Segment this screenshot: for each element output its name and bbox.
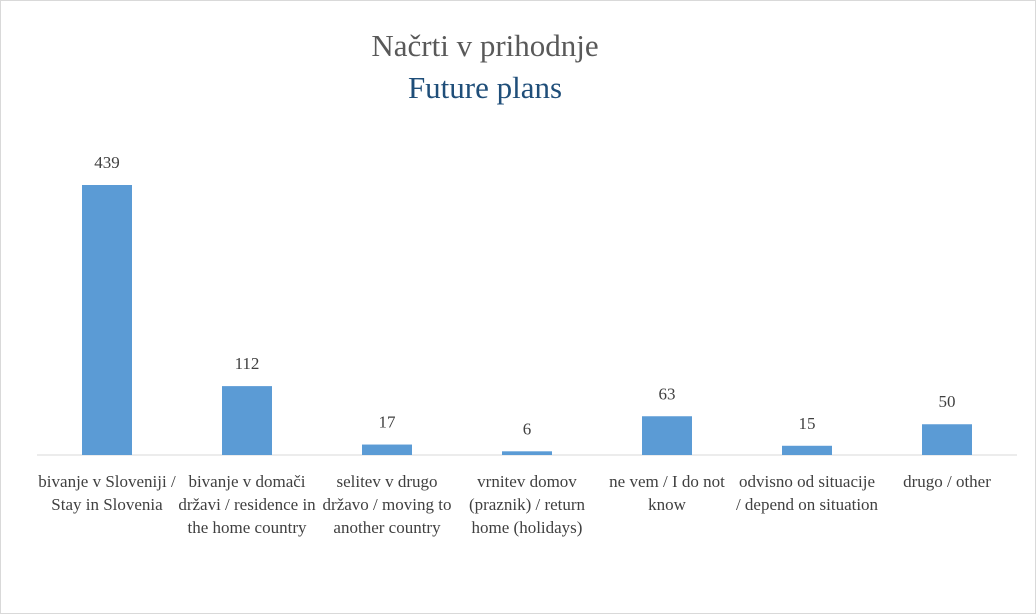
bar — [922, 424, 972, 455]
bar — [82, 185, 132, 455]
x-tick-label: bivanje v domači državi / residence in t… — [178, 472, 316, 537]
x-tick-label-box: drugo / other — [903, 472, 991, 491]
x-tick-label: drugo / other — [903, 472, 991, 491]
x-tick-label-box: bivanje v domači državi / residence in t… — [178, 472, 316, 537]
chart-subtitle: Future plans — [408, 70, 562, 105]
x-tick-label-box: bivanje v Sloveniji / Stay in Slovenia — [38, 472, 176, 514]
data-label: 6 — [523, 419, 532, 438]
x-tick-label: vrnitev domov (praznik) / return home (h… — [468, 472, 586, 537]
data-label: 15 — [799, 414, 816, 433]
x-tick-label: odvisno od situacije / depend on situati… — [735, 472, 879, 514]
x-tick-label: ne vem / I do not know — [609, 472, 725, 514]
data-label: 439 — [94, 153, 120, 172]
data-label: 63 — [659, 384, 676, 403]
x-tick-label-box: odvisno od situacije / depend on situati… — [735, 472, 879, 514]
bar — [502, 451, 552, 455]
bar — [362, 444, 412, 455]
bar — [222, 386, 272, 455]
x-tick-label-box: vrnitev domov (praznik) / return home (h… — [468, 472, 586, 537]
x-tick-label: selitev v drugo državo / moving to anoth… — [322, 472, 452, 537]
bar — [782, 445, 832, 455]
chart-title: Načrti v prihodnje — [371, 28, 598, 63]
data-label: 17 — [379, 413, 397, 432]
x-tick-label-box: selitev v drugo državo / moving to anoth… — [322, 472, 452, 537]
data-label: 112 — [235, 354, 260, 373]
x-tick-label: bivanje v Sloveniji / Stay in Slovenia — [38, 472, 176, 514]
data-label: 50 — [939, 392, 956, 411]
bar — [642, 416, 692, 455]
x-tick-label-box: ne vem / I do not know — [609, 472, 725, 514]
